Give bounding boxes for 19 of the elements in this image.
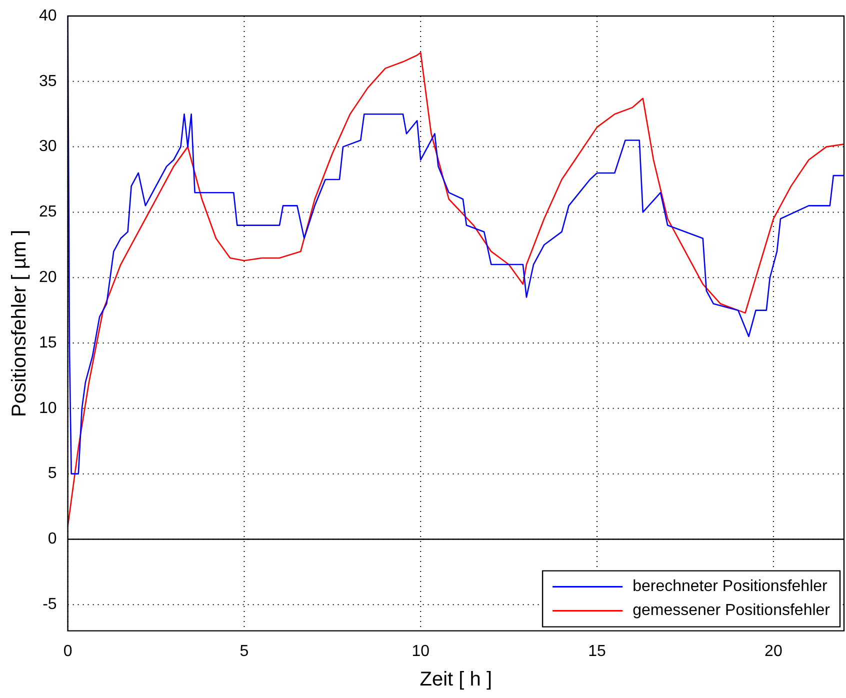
y-tick-label: 0 <box>48 530 57 548</box>
y-tick-label: -5 <box>42 596 57 614</box>
x-tick-label: 5 <box>240 642 249 660</box>
y-axis-title: Positionsfehler [ µm ] <box>8 230 31 417</box>
y-tick-label: 30 <box>39 138 57 156</box>
x-tick-label: 0 <box>63 642 72 660</box>
legend-label: berechneter Positionsfehler <box>632 578 828 596</box>
x-tick-label: 10 <box>412 642 430 660</box>
y-tick-label: 25 <box>39 204 57 221</box>
y-tick-label: 10 <box>39 400 57 417</box>
y-tick-label: 40 <box>39 7 57 24</box>
y-tick-label: 5 <box>48 465 57 482</box>
x-axis-title: Zeit [ h ] <box>420 668 492 691</box>
legend-label: gemessener Positionsfehler <box>632 602 831 620</box>
x-tick-label: 15 <box>588 642 606 660</box>
y-tick-label: 35 <box>39 72 57 90</box>
y-tick-label: 15 <box>39 334 57 352</box>
y-tick-label: 20 <box>39 269 57 286</box>
x-tick-label: 20 <box>764 642 782 660</box>
